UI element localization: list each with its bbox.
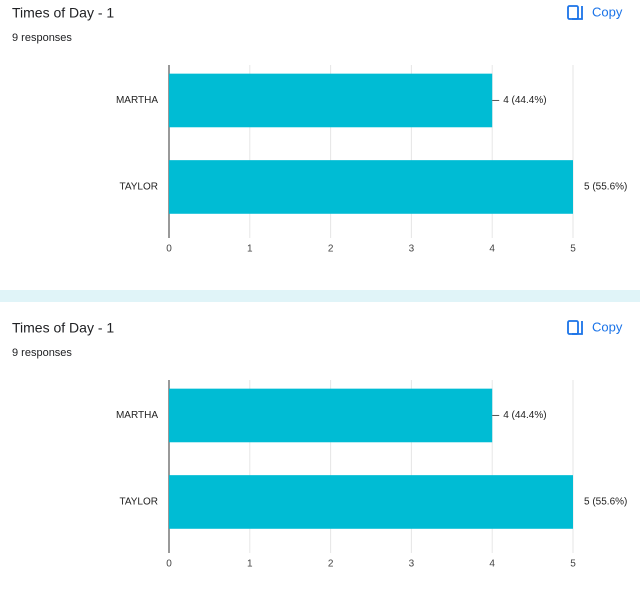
copy-icon-back[interactable] (567, 320, 579, 335)
x-tick-label: 1 (247, 244, 253, 255)
bar (169, 160, 573, 214)
value-label: 4 (44.4%) (503, 410, 546, 421)
x-tick-label: 5 (570, 244, 576, 255)
chart-title: Times of Day - 1 (12, 5, 114, 21)
x-tick-label: 4 (489, 559, 495, 570)
x-tick-label: 5 (570, 559, 576, 570)
category-label: TAYLOR (119, 497, 158, 508)
copy-icon-back[interactable] (567, 5, 579, 20)
bar (169, 388, 493, 443)
value-label: 4 (44.4%) (503, 95, 546, 106)
response-count: 9 responses (12, 32, 72, 44)
x-tick-label: 1 (247, 559, 253, 570)
copy-button[interactable]: Copy (592, 319, 623, 334)
x-tick-label: 2 (328, 559, 334, 570)
copy-button[interactable]: Copy (592, 4, 623, 19)
x-tick-label: 3 (409, 559, 415, 570)
copy-icon-front[interactable] (572, 321, 583, 335)
value-label: 5 (55.6%) (584, 182, 627, 193)
bar (169, 73, 493, 128)
x-tick-label: 0 (166, 244, 172, 255)
category-label: TAYLOR (119, 182, 158, 193)
category-label: MARTHA (116, 410, 158, 421)
x-tick-label: 0 (166, 559, 172, 570)
chart-title: Times of Day - 1 (12, 320, 114, 336)
response-count: 9 responses (12, 347, 72, 359)
x-tick-label: 4 (489, 244, 495, 255)
value-label: 5 (55.6%) (584, 497, 627, 508)
x-tick-label: 2 (328, 244, 334, 255)
bar (169, 475, 573, 529)
category-label: MARTHA (116, 95, 158, 106)
card-separator (0, 290, 640, 302)
copy-icon-front[interactable] (572, 6, 583, 20)
x-tick-label: 3 (409, 244, 415, 255)
